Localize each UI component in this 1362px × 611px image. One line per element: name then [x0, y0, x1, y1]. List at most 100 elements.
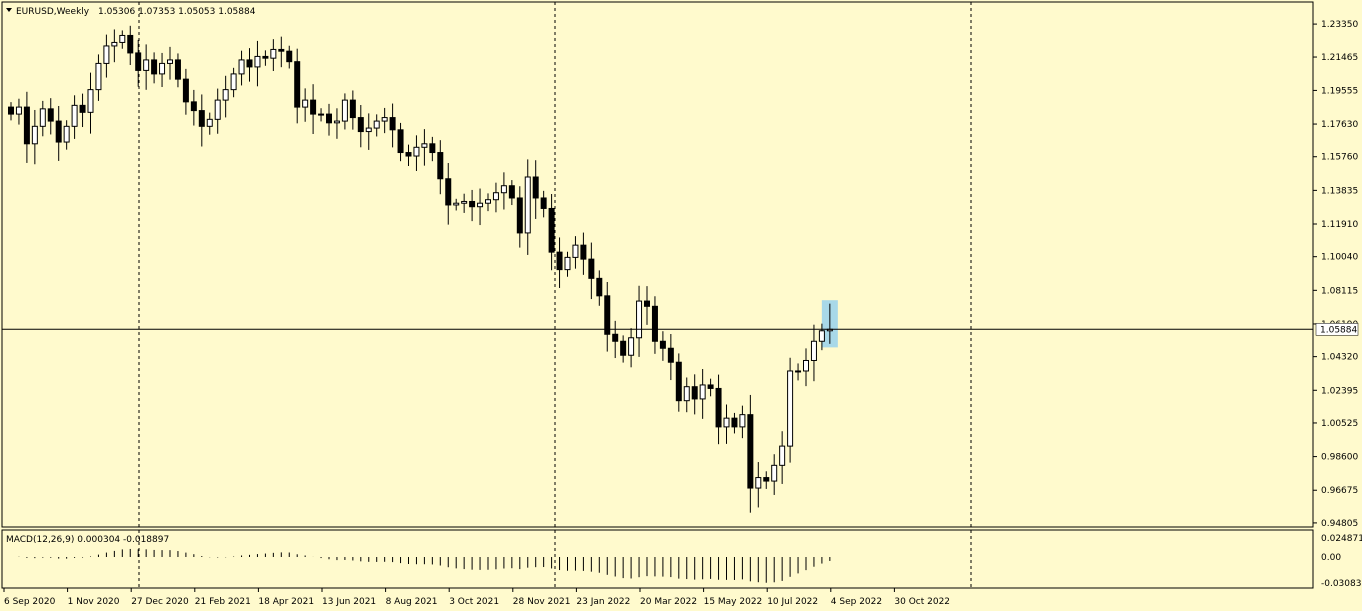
candle-body [437, 152, 444, 180]
candle-body [47, 108, 54, 122]
price-tick-label: 1.15760 [1321, 153, 1358, 163]
candle-body [318, 113, 325, 116]
macd-histogram [18, 548, 831, 583]
time-tick-label: 23 Jan 2022 [576, 597, 630, 607]
candle-body [644, 300, 650, 307]
candle-body [524, 176, 531, 234]
candle-body [111, 41, 118, 47]
candle-body [532, 176, 539, 199]
candle-body [540, 197, 547, 209]
time-tick-label: 13 Jun 2021 [322, 597, 376, 607]
candle-body [174, 59, 181, 80]
candle-body [286, 50, 293, 63]
candle-body [612, 333, 619, 342]
candle-body [294, 61, 301, 108]
macd-tick-max: 0.024871 [1321, 534, 1362, 544]
time-tick-label: 1 Nov 2020 [68, 597, 120, 607]
price-tick-label: 1.11910 [1321, 220, 1358, 230]
candle-body [389, 117, 396, 131]
price-tick-label: 1.10040 [1321, 253, 1358, 263]
candle-body [675, 361, 682, 402]
candle-body [87, 89, 94, 113]
candle-body [715, 387, 722, 428]
chevron-down-icon[interactable] [6, 8, 12, 12]
candle-body [739, 414, 746, 428]
candle-body [508, 185, 515, 199]
candle-body [779, 445, 786, 466]
time-tick-label: 4 Sep 2022 [831, 597, 882, 607]
candle-body [683, 386, 690, 402]
candle-body [238, 59, 245, 75]
time-tick-label: 3 Oct 2021 [449, 597, 499, 607]
symbol-timeframe-label: EURUSD,Weekly [16, 7, 90, 17]
candle-body [596, 277, 603, 297]
time-axis: 6 Sep 2020 1 Nov 2020 27 Dec 2020 21 Feb 20… [3, 588, 950, 607]
time-tick-label: 27 Dec 2020 [131, 597, 189, 607]
price-tick-label: 0.98600 [1321, 453, 1358, 463]
main-chart-frame [1, 1, 1314, 528]
price-tick-label: 1.23350 [1321, 20, 1358, 30]
candle-body [31, 125, 38, 145]
candle-body [151, 59, 158, 75]
candle-body [492, 192, 499, 201]
candle-body [461, 200, 468, 204]
candle-body [485, 199, 491, 204]
time-tick-label: 20 Mar 2022 [640, 597, 697, 607]
candle-body [182, 78, 189, 103]
candle-body [103, 45, 110, 64]
candle-body [79, 104, 86, 113]
price-axis: 1.23350 1.21465 1.19555 1.17630 1.15760 1.138… [1313, 20, 1358, 529]
candle-body [803, 359, 809, 372]
candle-body [167, 59, 173, 64]
candle-body [755, 477, 762, 489]
candle-body [445, 178, 452, 206]
candle-body [651, 305, 658, 342]
price-tick-label: 1.02395 [1321, 386, 1358, 396]
candle-body [254, 55, 261, 68]
price-tick-label: 1.19555 [1321, 86, 1358, 96]
candle-body [659, 340, 666, 349]
candle-body [691, 386, 698, 400]
candle-body [516, 197, 523, 234]
candle-body [71, 104, 78, 127]
candle-body [763, 477, 770, 482]
candle-body [723, 417, 730, 428]
candle-body [699, 384, 706, 400]
candle-body [810, 340, 817, 361]
candle-body [548, 207, 555, 253]
candle-body [349, 99, 356, 119]
candle-body [159, 62, 166, 75]
candle-body [262, 55, 269, 59]
current-price-box [1315, 323, 1359, 336]
candle-body [564, 256, 571, 271]
candle-body [771, 464, 778, 482]
candle-body [747, 414, 754, 489]
price-tick-label: 1.13835 [1321, 186, 1358, 196]
candle-body [278, 48, 285, 52]
candle-body [636, 300, 643, 339]
candle-body [23, 106, 30, 145]
candle-body [222, 89, 229, 101]
macd-tick-zero: 0.00 [1321, 553, 1341, 563]
time-tick-label: 10 Jul 2022 [767, 597, 818, 607]
candle-body [95, 62, 102, 91]
candle-body [341, 99, 348, 122]
candle-body [373, 120, 380, 129]
candle-body [818, 330, 825, 342]
time-tick-label: 28 Nov 2021 [513, 597, 571, 607]
candle-body [572, 244, 579, 258]
candle-body [326, 113, 332, 124]
candle-body [357, 117, 364, 133]
candle-body [429, 143, 436, 154]
macd-label: MACD(12,26,9) 0.000304 -0.018897 [6, 535, 169, 545]
price-tick-label: 1.08115 [1321, 286, 1358, 296]
candle-body [787, 370, 794, 447]
candle-body [63, 125, 70, 143]
candle-body [310, 99, 317, 115]
time-tick-label: 18 Apr 2021 [258, 597, 314, 607]
candle-body [15, 106, 22, 115]
candle-body [39, 108, 46, 127]
candle-body [198, 110, 205, 127]
price-tick-label: 1.21465 [1321, 53, 1358, 63]
candle-body [8, 106, 14, 115]
